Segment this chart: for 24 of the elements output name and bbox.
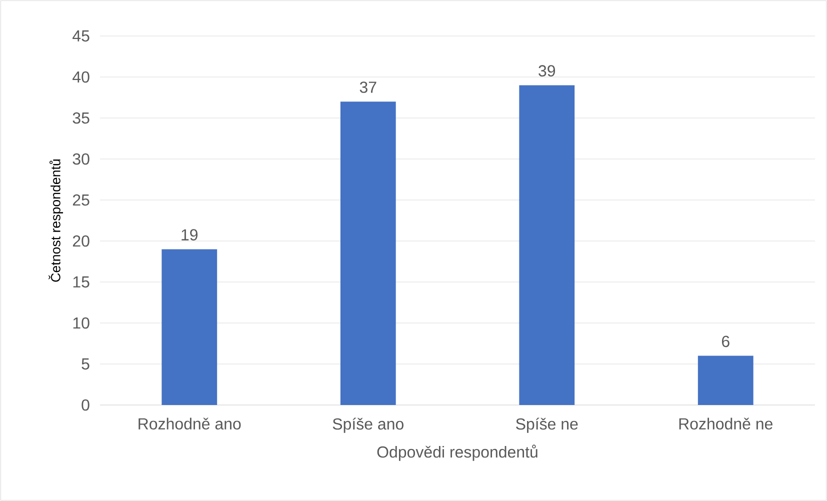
y-tick-label: 5	[82, 358, 90, 370]
data-label: 19	[182, 229, 198, 240]
bar	[340, 102, 396, 405]
y-tick-label: 20	[72, 235, 90, 247]
y-tick-label: 25	[72, 194, 90, 206]
y-tick-label: 35	[72, 112, 90, 124]
data-label: 6	[722, 336, 730, 348]
y-tick-label: 40	[72, 71, 90, 83]
bar	[162, 249, 218, 405]
y-tick-label: 30	[72, 153, 90, 165]
bar	[698, 356, 754, 405]
y-tick-label: 45	[72, 30, 90, 42]
y-tick-label: 0	[82, 399, 90, 411]
x-tick-label: Rozhodně ne	[679, 418, 772, 430]
x-tick-label: Rozhodně ano	[138, 418, 241, 430]
x-tick-label: Spíše ne	[516, 418, 578, 433]
data-label: 37	[360, 82, 376, 93]
bar	[519, 85, 575, 405]
x-tick-label: Spíše ano	[332, 418, 404, 433]
data-label: 39	[538, 65, 556, 76]
y-axis-title: Četnost respondentů	[48, 160, 64, 282]
x-axis-title: Odpovědi respondentů	[377, 444, 538, 461]
y-tick-label: 15	[73, 276, 90, 288]
y-tick-label: 10	[73, 317, 90, 329]
